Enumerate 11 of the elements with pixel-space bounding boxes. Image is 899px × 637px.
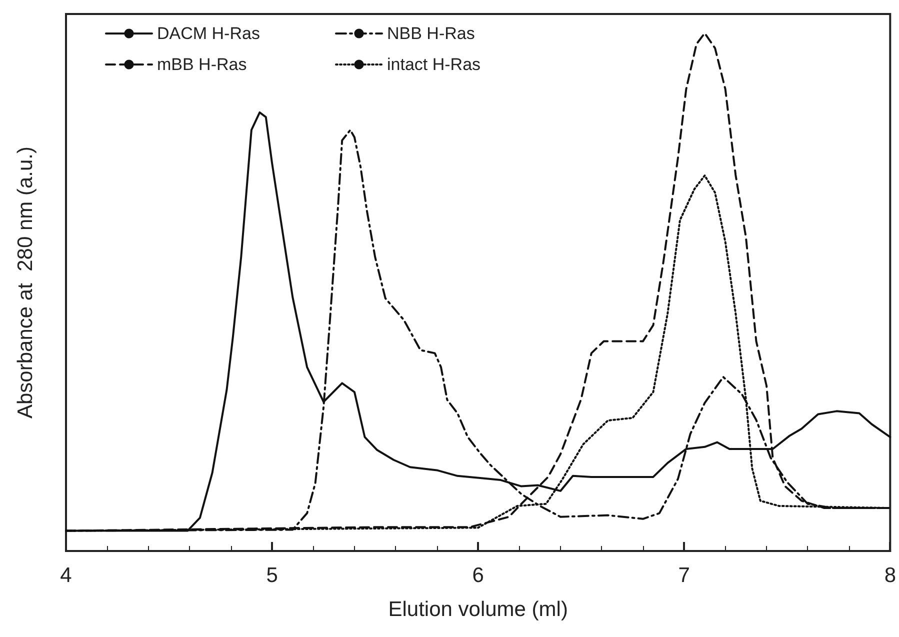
x-axis-title: Elution volume (ml) xyxy=(388,598,568,621)
x-tick-label: 5 xyxy=(266,564,278,587)
legend-label: DACM H-Ras xyxy=(157,24,260,43)
y-axis-title: Absorbance at 280 nm (a.u.) xyxy=(14,146,37,418)
legend-label: mBB H-Ras xyxy=(157,55,247,74)
x-tick-label: 8 xyxy=(884,564,896,587)
x-tick-label: 7 xyxy=(678,564,690,587)
legend-label: intact H-Ras xyxy=(387,55,481,74)
legend-label: NBB H-Ras xyxy=(387,24,475,43)
x-tick-label: 6 xyxy=(472,564,484,587)
x-tick-label: 4 xyxy=(60,564,72,587)
